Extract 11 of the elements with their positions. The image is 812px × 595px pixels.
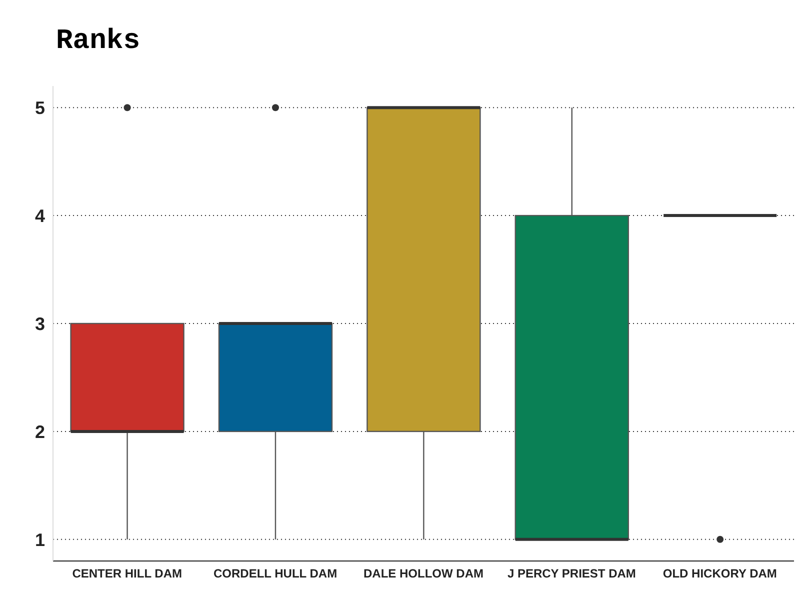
x-tick-label: J PERCY PRIEST DAM (507, 566, 636, 581)
y-tick-label: 1 (34, 530, 45, 550)
x-tick-label: DALE HOLLOW DAM (364, 566, 484, 581)
y-tick-label: 3 (34, 314, 45, 334)
x-tick-label: CORDELL HULL DAM (214, 566, 338, 581)
y-tick-label: 4 (34, 206, 45, 226)
x-tick-label: OLD HICKORY DAM (662, 566, 777, 581)
y-tick-label: 2 (34, 422, 45, 442)
chart-title: Ranks (55, 25, 142, 59)
x-tick-label: CENTER HILL DAM (72, 566, 182, 581)
y-tick-label: 5 (34, 98, 45, 118)
